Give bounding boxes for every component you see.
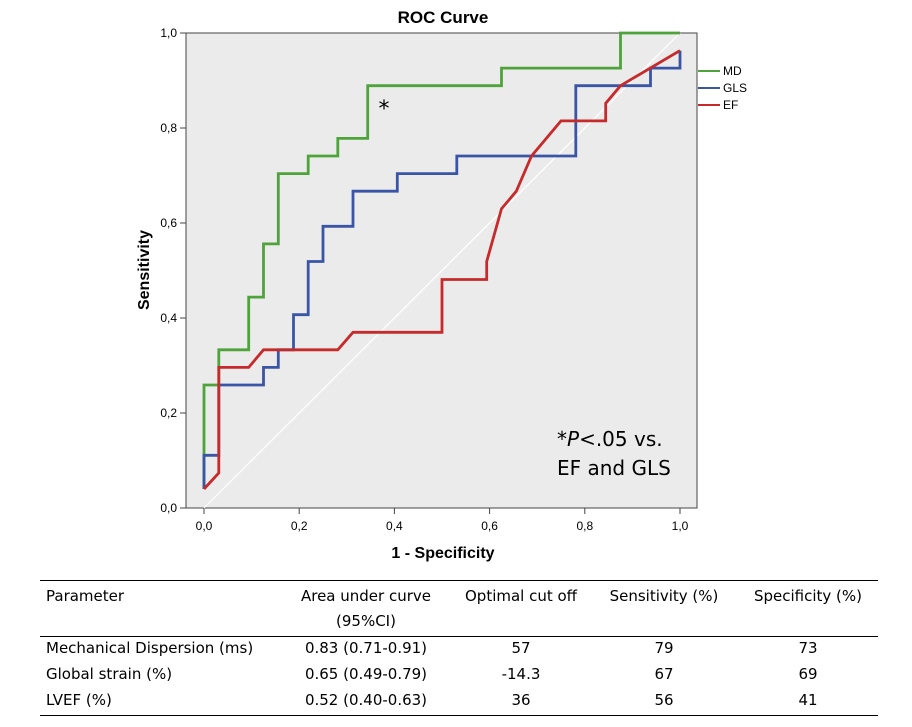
roc-series: [202, 31, 682, 490]
table-bottom-rule: [40, 715, 878, 716]
table-header-cell: Sensitivity (%): [609, 587, 719, 605]
table-cell: 69: [798, 665, 818, 683]
y-tick-label: 0,0: [160, 501, 177, 515]
series-line-md: [202, 31, 680, 489]
table-cell: 67: [654, 665, 674, 683]
axis-ticks: 0,0 0,2 0,4 0,6 0,8 1,0 0,0 0,2 0,4 0,6 0,8 1,0: [160, 26, 688, 533]
roc-chart: ROC Curve 0,0 0,2 0,4 0,6 0,8 1,0 0,0 0,2 0,4 0,6…: [136, 8, 747, 562]
annotation-line-1: *P<.05 vs.: [557, 427, 663, 451]
y-tick-label: 0,4: [160, 311, 177, 325]
table-header-cell: Specificity (%): [753, 587, 863, 605]
table-cell: Global strain (%): [46, 665, 173, 683]
annotation-star: *: [557, 427, 567, 451]
table-top-rule: [40, 580, 878, 581]
table-cell: 41: [798, 691, 818, 709]
table-cell: LVEF (%): [46, 691, 112, 709]
table-cell: 79: [654, 639, 674, 657]
reference-diagonal: [203, 32, 681, 509]
significance-marker: *: [379, 97, 390, 122]
y-tick-label: 0,2: [160, 406, 177, 420]
y-tick-label: 1,0: [160, 26, 177, 40]
x-tick-label: 0,8: [576, 519, 593, 533]
x-axis-label: 1 - Specificity: [391, 545, 494, 562]
table-header-cell: (95%CI): [336, 612, 396, 630]
x-tick-label: 1,0: [672, 519, 689, 533]
legend-label-md: MD: [723, 64, 742, 78]
annotation-rest: <.05 vs.: [579, 427, 663, 451]
table-cell: -14.3: [501, 665, 541, 683]
table-cell: 73: [798, 639, 818, 657]
y-axis-label: Sensitivity: [136, 230, 153, 310]
annotation-p: P: [567, 427, 580, 451]
x-tick-label: 0,0: [196, 519, 213, 533]
y-tick-label: 0,6: [160, 216, 177, 230]
legend-label-ef: EF: [723, 98, 738, 112]
x-tick-label: 0,4: [386, 519, 403, 533]
x-tick-label: 0,6: [481, 519, 498, 533]
x-tick-label: 0,2: [291, 519, 308, 533]
table-cell: 0.65 (0.49-0.79): [304, 665, 428, 683]
table-cell: 0.83 (0.71-0.91): [304, 639, 428, 657]
table-cell: Mechanical Dispersion (ms): [46, 639, 254, 657]
reference-line: [203, 32, 681, 509]
legend-label-gls: GLS: [723, 81, 747, 95]
table-header-cell: Optimal cut off: [464, 587, 578, 605]
table-cell: 57: [511, 639, 531, 657]
y-tick-label: 0,8: [160, 121, 177, 135]
chart-title: ROC Curve: [398, 8, 489, 27]
table-cell: 0.52 (0.40-0.63): [304, 691, 428, 709]
table-header-cell: Parameter: [46, 587, 125, 605]
annotation-line-2: EF and GLS: [557, 456, 671, 480]
series-line-gls: [202, 50, 682, 489]
legend: MD GLS EF: [698, 64, 747, 112]
series-line-ef: [202, 49, 681, 490]
table-header-cell: Area under curve: [300, 587, 431, 605]
table-cell: 36: [511, 691, 531, 709]
table-header-rule: [40, 636, 878, 637]
table-cell: 56: [654, 691, 674, 709]
